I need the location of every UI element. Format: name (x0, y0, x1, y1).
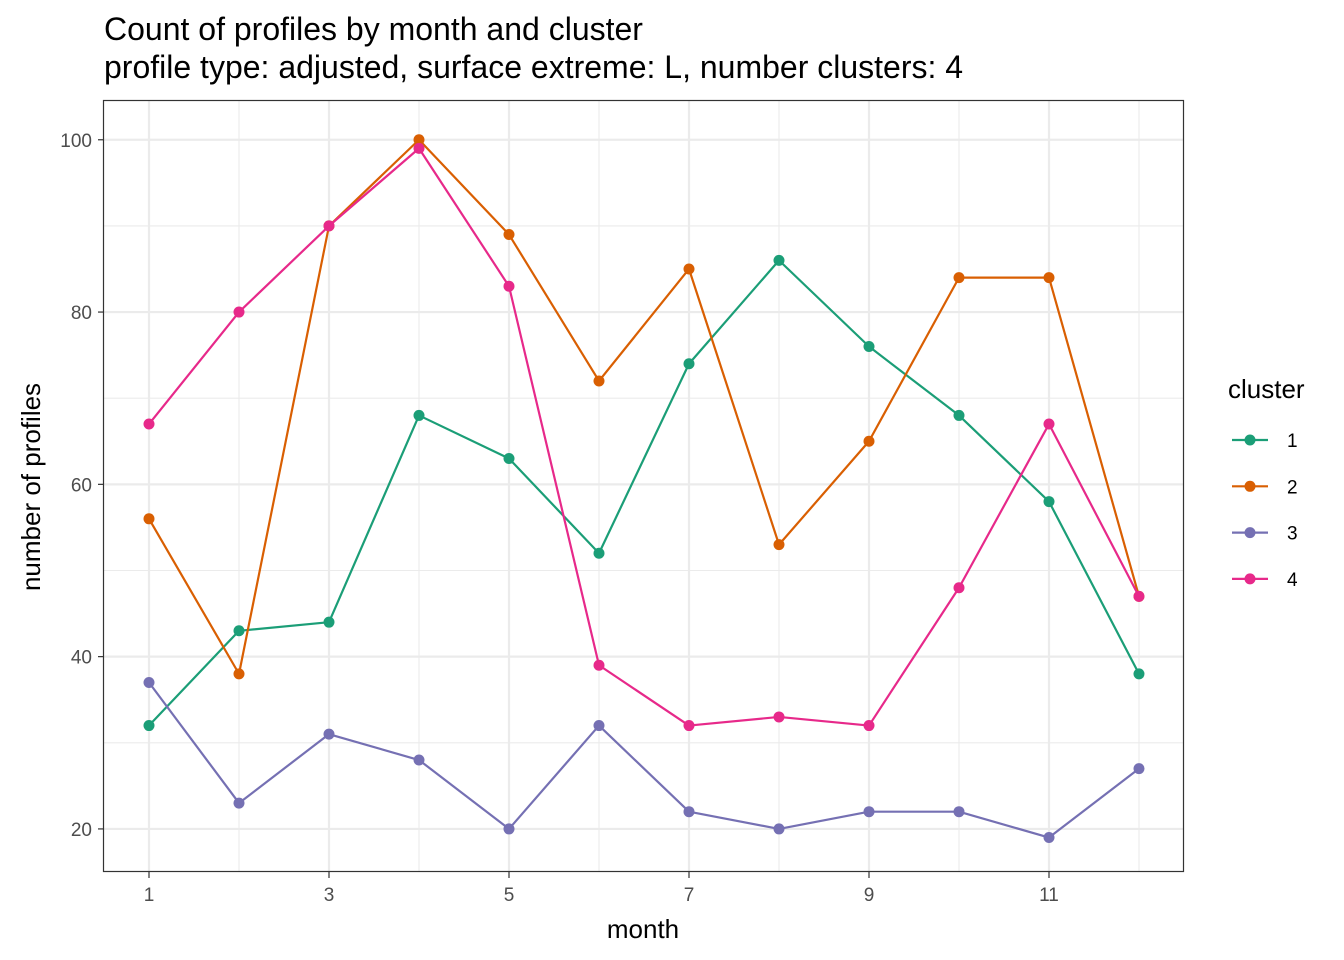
data-point (503, 229, 515, 241)
data-point (1043, 272, 1055, 284)
series-1 (143, 254, 1145, 732)
data-point (863, 341, 875, 353)
data-point (323, 616, 335, 628)
series-lines (143, 134, 1145, 844)
data-point (1133, 590, 1145, 602)
data-point (143, 418, 155, 430)
data-point (683, 358, 695, 370)
data-point (233, 797, 245, 809)
data-point (1043, 418, 1055, 430)
chart-title-block: Count of profiles by month and cluster p… (104, 10, 963, 86)
x-tick-label: 5 (504, 885, 515, 906)
data-point (863, 806, 875, 818)
y-tick-label: 80 (71, 303, 92, 324)
data-point (323, 220, 335, 232)
x-axis-title: month (607, 914, 679, 944)
data-point (143, 676, 155, 688)
data-point (1133, 668, 1145, 680)
data-point (593, 720, 605, 732)
series-line (148, 259, 1140, 727)
data-point (233, 306, 245, 318)
series-2 (143, 134, 1145, 680)
chart-title: Count of profiles by month and cluster (104, 11, 643, 47)
data-point (413, 142, 425, 154)
y-tick-label: 20 (71, 820, 92, 841)
legend-item-4: 4 (1232, 570, 1298, 591)
data-point (953, 806, 965, 818)
data-point (143, 513, 155, 525)
legend-key-point (1244, 480, 1256, 492)
data-point (593, 375, 605, 387)
y-axis-title: number of profiles (16, 383, 46, 591)
x-tick-label: 1 (144, 885, 155, 906)
data-point (143, 720, 155, 732)
y-axis: 20 40 60 80 100 (60, 131, 104, 841)
data-point (1043, 832, 1055, 844)
legend-key-point (1244, 573, 1256, 585)
data-point (413, 409, 425, 421)
data-point (1133, 763, 1145, 775)
data-point (413, 134, 425, 146)
chart-subtitle: profile type: adjusted, surface extreme:… (104, 49, 964, 85)
x-tick-label: 9 (864, 885, 875, 906)
legend-title: cluster (1228, 374, 1305, 404)
data-point (773, 823, 785, 835)
data-point (683, 720, 695, 732)
y-tick-label: 100 (60, 131, 92, 152)
data-point (593, 659, 605, 671)
legend-label: 4 (1287, 570, 1298, 591)
data-point (503, 823, 515, 835)
y-tick-label: 60 (71, 475, 92, 496)
data-point (773, 539, 785, 551)
data-point (413, 754, 425, 766)
legend-label: 2 (1287, 477, 1298, 498)
legend-item-2: 2 (1232, 477, 1298, 498)
series-4 (143, 142, 1145, 732)
data-point (683, 263, 695, 275)
data-point (503, 280, 515, 292)
series-line (148, 147, 1140, 727)
data-point (953, 272, 965, 284)
data-point (863, 720, 875, 732)
data-point (953, 409, 965, 421)
data-point (233, 668, 245, 680)
legend: cluster 1 2 3 4 (1228, 374, 1305, 591)
data-point (773, 254, 785, 266)
data-point (953, 582, 965, 594)
legend-item-3: 3 (1232, 524, 1298, 545)
legend-item-1: 1 (1232, 431, 1298, 452)
x-axis: 1 3 5 7 9 11 (144, 872, 1059, 906)
series-3 (143, 676, 1145, 844)
legend-key-point (1244, 434, 1256, 446)
series-line (148, 681, 1140, 839)
panel-border (102, 99, 1185, 873)
x-tick-label: 7 (684, 885, 695, 906)
data-point (1043, 496, 1055, 508)
legend-key-point (1244, 527, 1256, 539)
grid (104, 101, 1184, 872)
data-point (593, 547, 605, 559)
x-tick-label: 3 (324, 885, 335, 906)
data-point (683, 806, 695, 818)
series-line (148, 138, 1141, 675)
data-point (503, 453, 515, 465)
data-point (323, 728, 335, 740)
y-tick-label: 40 (71, 648, 92, 669)
x-tick-label: 11 (1039, 885, 1059, 906)
data-point (233, 625, 245, 637)
legend-label: 3 (1287, 524, 1298, 545)
data-point (863, 435, 875, 447)
data-point (773, 711, 785, 723)
legend-label: 1 (1287, 431, 1298, 452)
